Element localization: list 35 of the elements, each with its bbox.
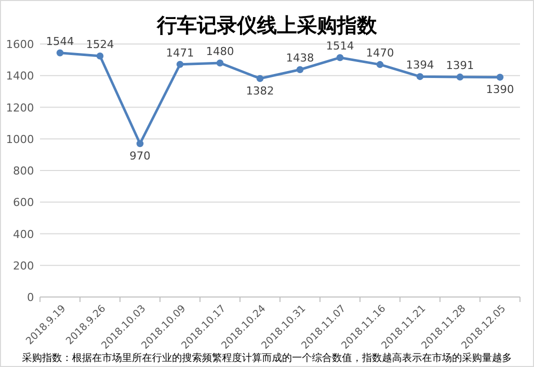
point bbox=[496, 74, 504, 81]
point bbox=[416, 73, 424, 80]
data-label: 1470 bbox=[366, 46, 394, 60]
data-label: 1390 bbox=[486, 83, 514, 96]
data-label: 1514 bbox=[326, 40, 354, 53]
text: 采购指数：根据在市场里所在行业的搜索频繁程度计算而成的一个综合数值，指数越高表示在市场的采购量越多 bbox=[22, 352, 512, 364]
point bbox=[336, 54, 344, 62]
point bbox=[56, 49, 64, 56]
y-tick-label: 600 bbox=[13, 196, 34, 210]
data-label: 1382 bbox=[246, 84, 274, 98]
data-label: 1394 bbox=[406, 58, 434, 72]
point bbox=[456, 74, 464, 81]
point bbox=[96, 52, 104, 60]
y-tick-label: 800 bbox=[13, 164, 34, 178]
y-tick-label: 1400 bbox=[6, 70, 34, 83]
y-tick-label: 1600 bbox=[6, 38, 34, 51]
data-label: 1391 bbox=[446, 59, 474, 72]
data-label: 1544 bbox=[46, 34, 74, 48]
data-label: 1480 bbox=[206, 44, 234, 58]
y-tick-label: 0 bbox=[27, 291, 34, 304]
chart-title: 行车记录仪线上采购指数 bbox=[156, 13, 378, 37]
y-tick-label: 1200 bbox=[6, 101, 34, 114]
point bbox=[176, 60, 184, 68]
data-label: 1438 bbox=[286, 52, 314, 65]
point bbox=[376, 61, 384, 68]
point bbox=[136, 140, 144, 148]
point bbox=[256, 74, 264, 82]
data-label: 970 bbox=[130, 150, 150, 163]
y-tick-label: 1000 bbox=[6, 132, 34, 146]
point bbox=[216, 59, 224, 66]
y-tick-label: 400 bbox=[13, 228, 34, 241]
data-label: 1524 bbox=[86, 38, 114, 52]
data-label: 1471 bbox=[166, 46, 194, 60]
point bbox=[296, 66, 304, 74]
y-tick-label: 200 bbox=[13, 259, 34, 272]
